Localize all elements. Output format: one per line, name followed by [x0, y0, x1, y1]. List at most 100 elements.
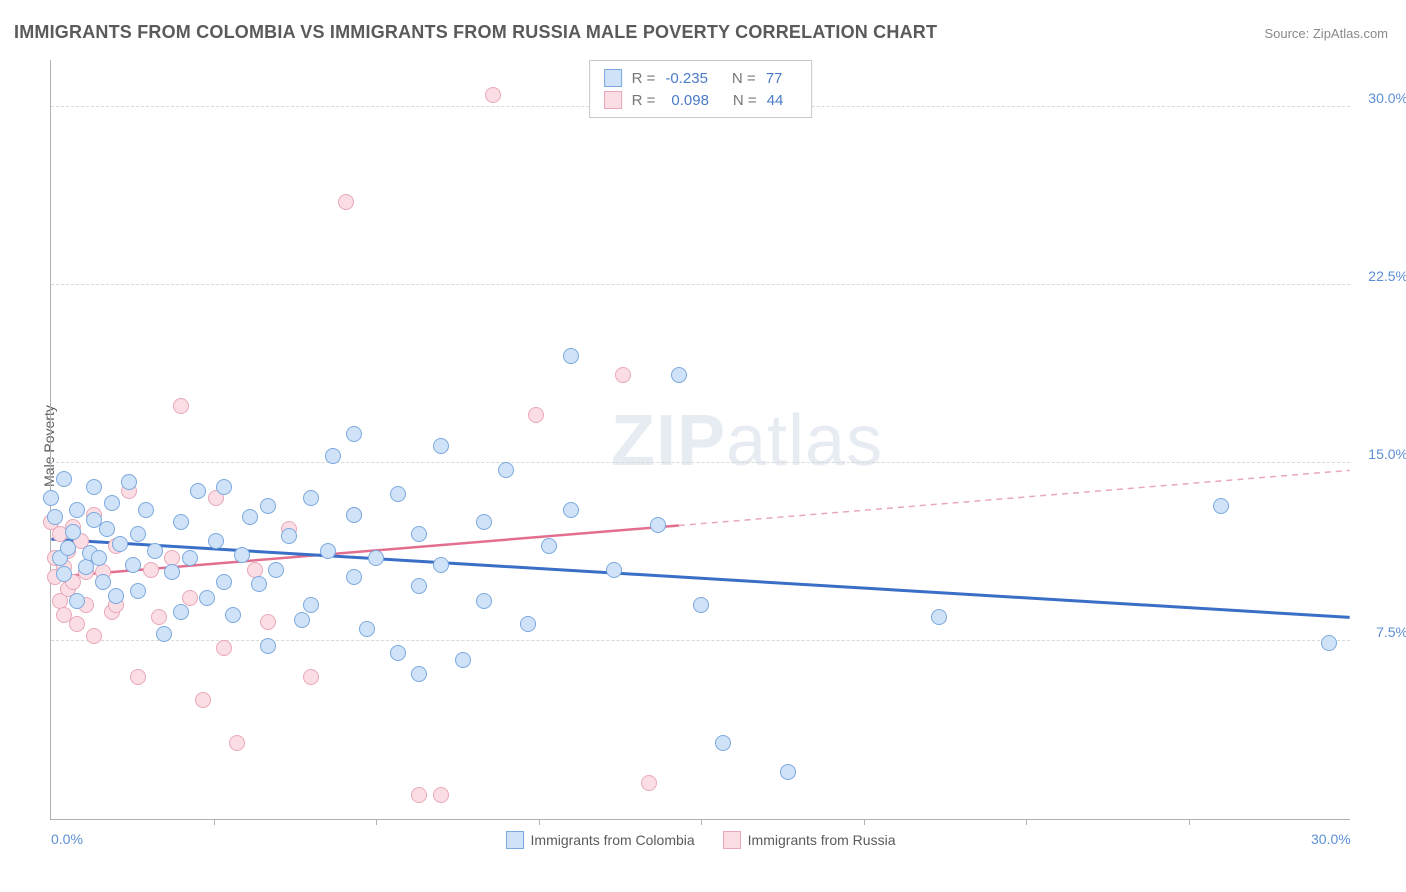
r-value-russia: 0.098	[671, 92, 709, 109]
y-tick-label: 7.5%	[1376, 624, 1406, 640]
colombia-point	[320, 543, 336, 559]
colombia-point	[43, 490, 59, 506]
colombia-point	[56, 471, 72, 487]
colombia-point	[693, 597, 709, 613]
legend-item-colombia: Immigrants from Colombia	[506, 831, 695, 849]
russia-point	[151, 609, 167, 625]
legend-label-russia: Immigrants from Russia	[748, 832, 896, 848]
grid-line	[51, 640, 1350, 641]
colombia-point	[325, 448, 341, 464]
colombia-point	[411, 666, 427, 682]
colombia-point	[260, 638, 276, 654]
y-tick-label: 22.5%	[1368, 268, 1406, 284]
correlation-legend: R = -0.235 N = 77 R = 0.098 N = 44	[589, 60, 813, 118]
colombia-point	[242, 509, 258, 525]
y-tick-label: 30.0%	[1368, 90, 1406, 106]
colombia-point	[455, 652, 471, 668]
russia-point	[195, 692, 211, 708]
colombia-point	[125, 557, 141, 573]
colombia-point	[65, 524, 81, 540]
colombia-point	[60, 540, 76, 556]
y-tick-label: 15.0%	[1368, 446, 1406, 462]
plot-area: ZIPatlas R = -0.235 N = 77 R = 0.098 N =…	[50, 60, 1350, 820]
colombia-point	[216, 574, 232, 590]
colombia-point	[190, 483, 206, 499]
legend-swatch-colombia-b	[506, 831, 524, 849]
r-value-colombia: -0.235	[665, 70, 708, 87]
chart-title: IMMIGRANTS FROM COLOMBIA VS IMMIGRANTS F…	[14, 22, 937, 43]
x-tick-mark	[701, 819, 702, 825]
colombia-point	[138, 502, 154, 518]
grid-line	[51, 462, 1350, 463]
colombia-point	[433, 557, 449, 573]
colombia-point	[303, 490, 319, 506]
colombia-point	[130, 526, 146, 542]
colombia-point	[147, 543, 163, 559]
colombia-point	[368, 550, 384, 566]
russia-point	[69, 616, 85, 632]
x-tick-label: 30.0%	[1311, 831, 1351, 847]
russia-point	[143, 562, 159, 578]
colombia-point	[56, 566, 72, 582]
legend-label-colombia: Immigrants from Colombia	[531, 832, 695, 848]
colombia-point	[303, 597, 319, 613]
russia-point	[229, 735, 245, 751]
colombia-point	[69, 593, 85, 609]
colombia-point	[411, 526, 427, 542]
colombia-point	[606, 562, 622, 578]
colombia-point	[650, 517, 666, 533]
colombia-point	[225, 607, 241, 623]
russia-point	[641, 775, 657, 791]
colombia-point	[234, 547, 250, 563]
colombia-point	[563, 348, 579, 364]
colombia-point	[182, 550, 198, 566]
colombia-point	[268, 562, 284, 578]
russia-point	[338, 194, 354, 210]
legend-swatch-russia-b	[723, 831, 741, 849]
colombia-point	[69, 502, 85, 518]
colombia-point	[780, 764, 796, 780]
legend-swatch-colombia	[604, 69, 622, 87]
x-tick-mark	[864, 819, 865, 825]
colombia-point	[173, 514, 189, 530]
n-value-colombia: 77	[766, 70, 783, 87]
trend-lines	[51, 60, 1350, 819]
colombia-point	[931, 609, 947, 625]
colombia-point	[411, 578, 427, 594]
x-tick-label: 0.0%	[51, 831, 83, 847]
russia-point	[86, 628, 102, 644]
russia-point	[485, 87, 501, 103]
series-legend: Immigrants from Colombia Immigrants from…	[506, 831, 896, 849]
colombia-point	[476, 593, 492, 609]
russia-point	[615, 367, 631, 383]
russia-point	[216, 640, 232, 656]
colombia-point	[95, 574, 111, 590]
colombia-point	[281, 528, 297, 544]
legend-row-russia: R = 0.098 N = 44	[604, 89, 798, 111]
colombia-point	[476, 514, 492, 530]
x-tick-mark	[214, 819, 215, 825]
x-tick-mark	[539, 819, 540, 825]
colombia-point	[164, 564, 180, 580]
n-value-russia: 44	[767, 92, 784, 109]
grid-line	[51, 284, 1350, 285]
colombia-point	[251, 576, 267, 592]
russia-point	[411, 787, 427, 803]
colombia-point	[112, 536, 128, 552]
russia-point	[528, 407, 544, 423]
colombia-point	[359, 621, 375, 637]
chart-container: IMMIGRANTS FROM COLOMBIA VS IMMIGRANTS F…	[0, 0, 1406, 892]
colombia-point	[156, 626, 172, 642]
colombia-point	[47, 509, 63, 525]
colombia-point	[498, 462, 514, 478]
legend-item-russia: Immigrants from Russia	[723, 831, 896, 849]
watermark: ZIPatlas	[611, 400, 883, 482]
colombia-point	[671, 367, 687, 383]
russia-point	[173, 398, 189, 414]
legend-swatch-russia	[604, 91, 622, 109]
x-tick-mark	[376, 819, 377, 825]
russia-point	[182, 590, 198, 606]
colombia-point	[433, 438, 449, 454]
colombia-point	[130, 583, 146, 599]
colombia-point	[1213, 498, 1229, 514]
